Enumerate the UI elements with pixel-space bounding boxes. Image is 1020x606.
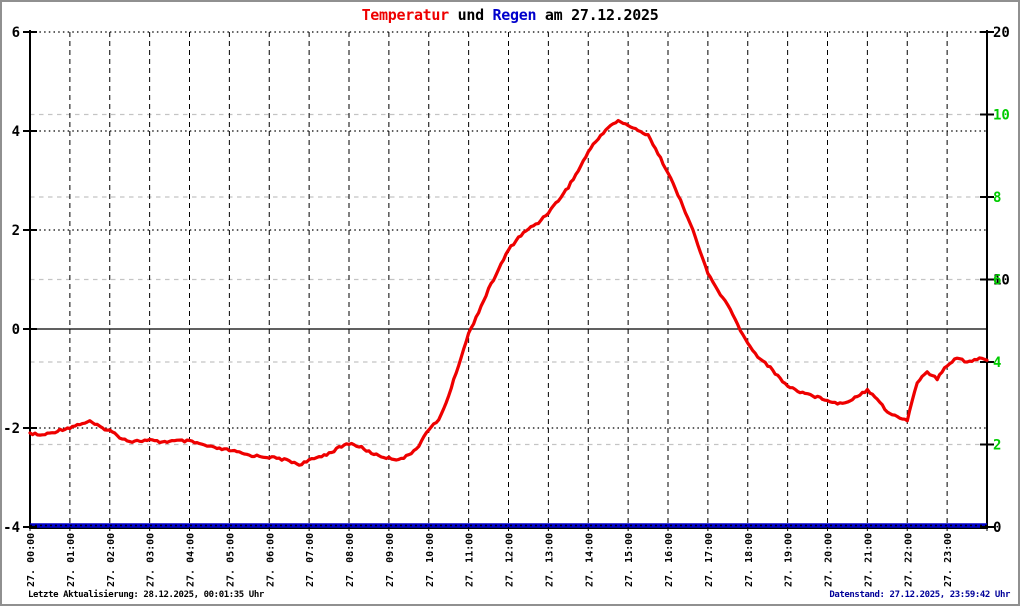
svg-text:27. 14:00: 27. 14:00 [584,533,595,587]
svg-text:27. 10:00: 27. 10:00 [425,533,436,587]
svg-text:27. 05:00: 27. 05:00 [225,533,236,587]
svg-text:2: 2 [993,438,1001,454]
svg-text:27. 20:00: 27. 20:00 [824,533,835,587]
svg-text:27. 00:00: 27. 00:00 [26,533,37,587]
svg-text:27. 13:00: 27. 13:00 [544,533,555,587]
title-und: und [448,6,493,24]
svg-text:20: 20 [993,25,1010,41]
last-update-text: Letzte Aktualisierung: 28.12.2025, 00:01… [28,590,264,600]
vertical-hour-gridlines [69,32,948,527]
svg-text:6: 6 [12,25,20,41]
svg-text:27. 18:00: 27. 18:00 [744,533,755,587]
svg-text:27. 08:00: 27. 08:00 [345,533,356,587]
svg-text:27. 07:00: 27. 07:00 [305,533,316,587]
svg-text:-2: -2 [3,421,20,437]
svg-text:27. 11:00: 27. 11:00 [465,533,476,587]
right-axis-labels: 20 10 0 10 8 6 4 2 [993,25,1010,536]
svg-text:4: 4 [12,124,20,140]
title-temperatur: Temperatur [361,6,450,24]
svg-text:2: 2 [12,223,20,239]
svg-text:27. 23:00: 27. 23:00 [943,533,954,587]
title-date: am 27.12.2025 [536,6,659,24]
svg-text:27. 06:00: 27. 06:00 [265,533,276,587]
svg-text:27. 09:00: 27. 09:00 [385,533,396,587]
axis-ticks [23,31,994,531]
chart-title: Temperatur und Regen am 27.12.2025 [2,6,1018,24]
svg-text:27. 12:00: 27. 12:00 [505,533,516,587]
svg-text:0: 0 [993,520,1001,536]
svg-text:0: 0 [12,322,20,338]
svg-text:4: 4 [993,355,1001,371]
svg-text:10: 10 [993,108,1010,124]
title-regen: Regen [492,6,537,24]
x-axis-labels: 27. 00:00 27. 01:00 27. 02:00 27. 03:00 27. … [26,533,954,587]
svg-text:27. 02:00: 27. 02:00 [106,533,117,587]
svg-text:27. 03:00: 27. 03:00 [146,533,157,587]
svg-text:27. 22:00: 27. 22:00 [903,533,914,587]
svg-text:27. 17:00: 27. 17:00 [704,533,715,587]
data-timestamp-text: Datenstand: 27.12.2025, 23:59:42 Uhr [829,590,1010,600]
svg-text:27. 19:00: 27. 19:00 [784,533,795,587]
svg-text:27. 04:00: 27. 04:00 [186,533,197,587]
svg-text:27. 01:00: 27. 01:00 [66,533,77,587]
svg-text:27. 15:00: 27. 15:00 [624,533,635,587]
temperature-curve [28,118,989,467]
left-axis-labels: 6 4 2 0 -2 -4 [3,25,20,536]
svg-text:-4: -4 [3,520,20,536]
svg-text:27. 21:00: 27. 21:00 [863,533,874,587]
svg-text:10: 10 [993,273,1010,289]
svg-text:6: 6 [993,273,1001,289]
svg-text:8: 8 [993,190,1001,206]
svg-text:27. 16:00: 27. 16:00 [664,533,675,587]
